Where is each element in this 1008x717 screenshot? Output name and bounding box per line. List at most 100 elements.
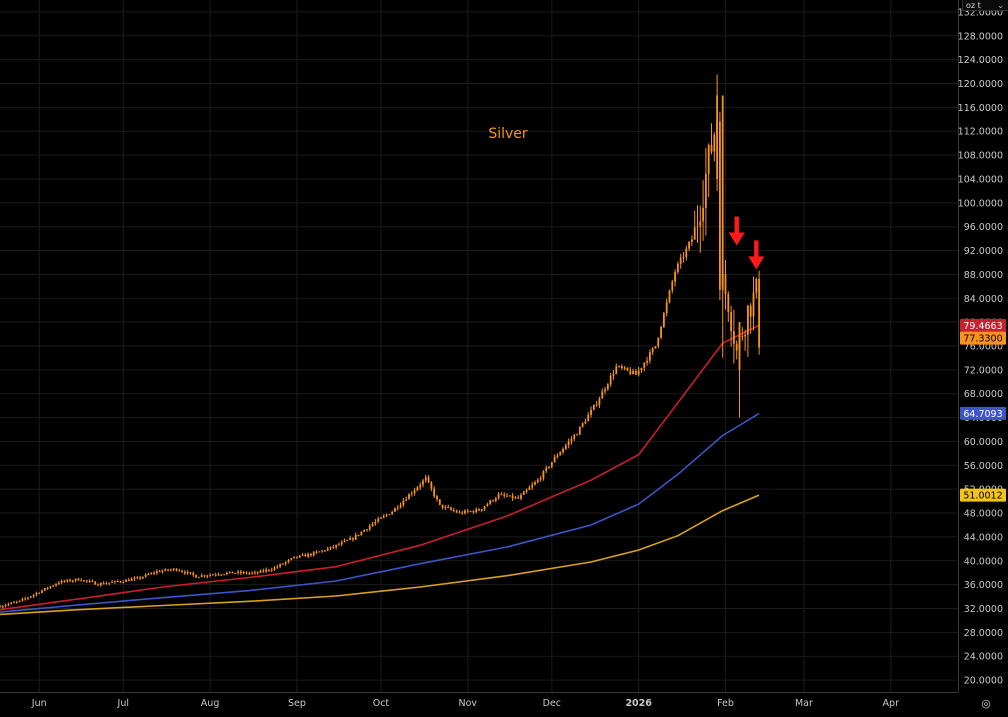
candle-body	[506, 495, 508, 497]
price-label-text: 51.0012	[963, 491, 1002, 502]
candle-body	[69, 579, 71, 582]
candle-body	[584, 421, 587, 424]
candle-body	[464, 510, 466, 514]
candle-body	[71, 580, 74, 582]
candle-body	[578, 426, 581, 435]
time-tick-label: Apr	[883, 698, 900, 709]
price-label-badge: 77.3300	[960, 331, 1006, 345]
candle-body	[349, 537, 352, 540]
time-tick-label: Sep	[288, 698, 306, 709]
candle-body	[749, 305, 752, 317]
candle-body	[102, 583, 105, 585]
candle-body	[651, 348, 654, 353]
candle-body	[97, 584, 99, 586]
candle-body	[346, 539, 349, 541]
candle-body	[326, 548, 329, 551]
candle-body	[503, 494, 506, 496]
candle-body	[321, 550, 324, 552]
candle-body	[394, 508, 396, 512]
candle-body	[13, 602, 15, 604]
price-axis[interactable]: 20.0000 24.0000 28.0000 32.0000 36.0000 40.00…	[958, 0, 1008, 713]
candle-body	[402, 500, 405, 505]
candle-body	[18, 600, 21, 602]
candle-body	[626, 367, 629, 371]
candle-body	[570, 438, 573, 442]
candle-body	[147, 574, 150, 576]
candle-body	[197, 576, 200, 578]
candle-body	[141, 576, 144, 579]
candle-body	[181, 570, 183, 572]
candle-body	[4, 605, 7, 607]
price-tick-label: 24.0000	[964, 652, 1003, 663]
candle-body	[466, 510, 469, 512]
candle-body	[592, 404, 595, 410]
price-tick-label: 88.0000	[964, 270, 1003, 281]
candle-body	[245, 572, 248, 574]
candle-body	[424, 477, 427, 481]
candle-body	[410, 493, 413, 495]
candle-body	[545, 467, 548, 472]
candle-body	[32, 594, 35, 597]
candle-body	[60, 580, 63, 583]
annotation-arrows	[728, 216, 765, 270]
candle-body	[674, 272, 676, 282]
chevron-down-icon: ⌄	[997, 1, 1004, 10]
candle-body	[408, 494, 410, 500]
candle-body	[730, 312, 733, 332]
candle-body	[405, 499, 408, 501]
time-tick-label: Nov	[459, 698, 478, 709]
candle-body	[514, 497, 517, 499]
settings-gear-icon[interactable]: ◎	[981, 697, 991, 710]
candle-body	[377, 518, 380, 522]
candle-body	[391, 511, 394, 515]
candle-body	[130, 579, 133, 581]
candle-body	[486, 504, 489, 507]
candle-body	[679, 257, 682, 264]
candle-body	[242, 572, 245, 574]
candle-body	[374, 521, 377, 524]
candle-body	[441, 504, 444, 508]
candle-body	[704, 173, 707, 209]
candle-body	[489, 500, 492, 505]
candle-body	[175, 568, 178, 571]
candle-body	[528, 487, 531, 490]
price-tick-label: 128.0000	[958, 31, 1003, 42]
candle-body	[35, 593, 38, 595]
candle-body	[298, 555, 301, 558]
arrow-head	[748, 256, 765, 270]
candle-body	[270, 569, 273, 571]
candle-body	[276, 566, 279, 568]
candle-body	[307, 553, 310, 557]
candle-body	[385, 514, 388, 516]
candle-body	[254, 572, 256, 574]
candle-body	[438, 499, 441, 505]
candle-body	[119, 581, 122, 583]
candle-body	[77, 578, 80, 581]
candle-body	[248, 573, 251, 575]
candle-body	[161, 570, 164, 572]
price-tick-label: 108.0000	[958, 151, 1003, 162]
candle-body	[595, 404, 598, 406]
candle-body	[231, 571, 234, 574]
candle-body	[234, 572, 237, 574]
moving-averages	[0, 324, 760, 616]
candle-body	[304, 554, 307, 557]
candle-body	[363, 529, 366, 532]
candle-body	[576, 434, 578, 436]
candle-body	[671, 281, 674, 291]
time-axis[interactable]: Jun Jul Aug Sep Oct Nov Dec 2026 Feb Mar Apr	[0, 692, 958, 710]
candle-body	[522, 491, 525, 495]
candle-body	[125, 579, 127, 582]
candle-body	[366, 529, 368, 531]
candle-body	[382, 515, 385, 518]
candle-body	[63, 580, 66, 582]
candle-body	[273, 567, 276, 570]
price-tick-label: 116.0000	[958, 103, 1003, 114]
price-tick-label: 60.0000	[964, 437, 1003, 448]
candle-body	[262, 570, 265, 572]
candle-body	[604, 389, 606, 392]
unit-selector[interactable]: oz t ⌄	[962, 0, 1008, 11]
candle-body	[469, 511, 472, 513]
